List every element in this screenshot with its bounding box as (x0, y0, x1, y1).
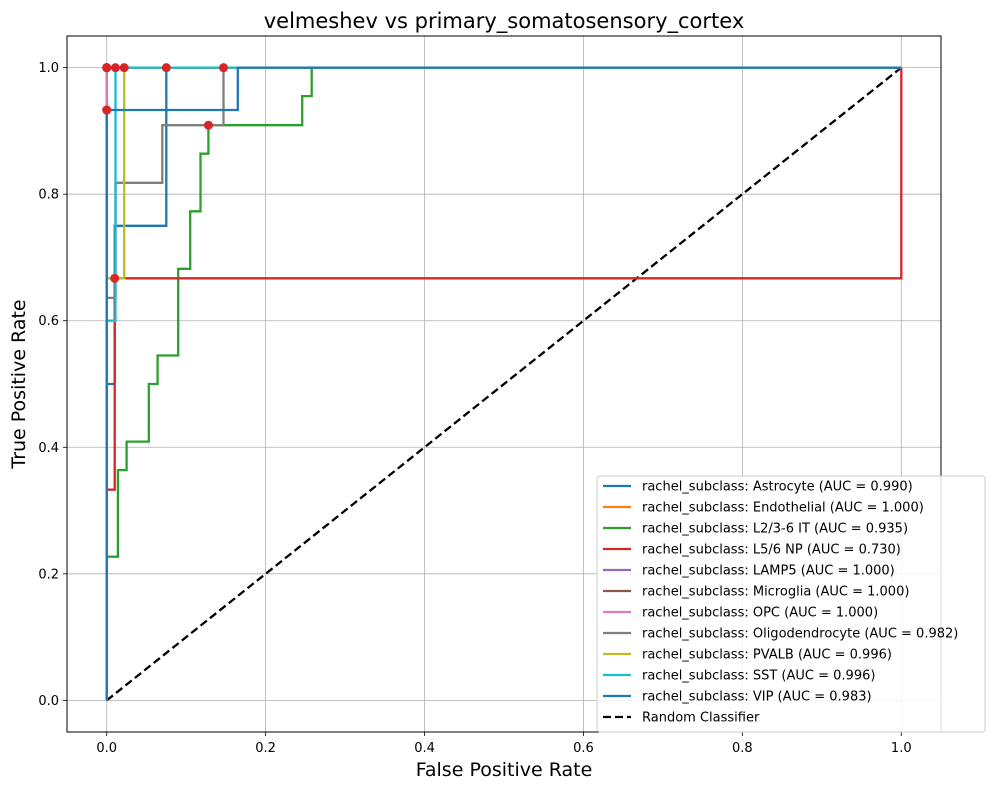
threshold-marker (102, 105, 112, 115)
threshold-marker (102, 63, 112, 73)
markers-layer (102, 63, 229, 283)
legend-label: rachel_subclass: Oligodendrocyte (AUC = … (642, 627, 958, 642)
x-tick-label: 0.2 (255, 741, 276, 756)
diagonal-layer (105, 66, 903, 702)
legend-label: rachel_subclass: PVALB (AUC = 0.996) (642, 648, 892, 663)
series-line (105, 66, 902, 701)
series-line (105, 66, 902, 701)
y-tick-label: 0.2 (38, 567, 59, 582)
x-axis-label: False Positive Rate (416, 759, 593, 781)
legend-label: rachel_subclass: SST (AUC = 0.996) (642, 669, 875, 684)
legend-label: rachel_subclass: L5/6 NP (AUC = 0.730) (642, 543, 901, 558)
y-tick-label: 0.6 (38, 314, 59, 329)
legend-label: rachel_subclass: VIP (AUC = 0.983) (642, 690, 872, 705)
threshold-marker (161, 63, 171, 73)
legend-label: Random Classifier (642, 711, 760, 726)
legend-box (596, 475, 986, 733)
legend-label: rachel_subclass: Astrocyte (AUC = 0.990) (642, 480, 913, 495)
legend-label: rachel_subclass: OPC (AUC = 1.000) (642, 606, 878, 621)
legend-label: rachel_subclass: LAMP5 (AUC = 1.000) (642, 564, 895, 579)
x-tick-label: 0.6 (573, 741, 594, 756)
threshold-marker (119, 63, 129, 73)
ticks-layer: 0.0 0.2 0.4 0.6 0.8 1.0 0.0 0.2 0.4 0.6 0.8 1.0 (38, 61, 911, 756)
x-tick-label: 0.8 (732, 741, 753, 756)
x-tick-label: 0.0 (96, 741, 117, 756)
series-line (105, 66, 903, 702)
legend-label: rachel_subclass: Endothelial (AUC = 1.00… (642, 501, 924, 516)
threshold-marker (110, 273, 120, 283)
threshold-marker (219, 63, 229, 73)
x-tick-label: 0.4 (414, 741, 435, 756)
y-tick-label: 0.0 (38, 694, 59, 709)
x-tick-label: 1.0 (891, 741, 912, 756)
threshold-marker (203, 120, 213, 130)
legend: rachel_subclass: Astrocyte (AUC = 0.990)… (596, 475, 986, 733)
legend-label: rachel_subclass: L2/3-6 IT (AUC = 0.935) (642, 522, 908, 537)
axes-frame (66, 35, 942, 733)
chart-title: velmeshev vs primary_somatosensory_corte… (264, 9, 745, 34)
legend-label: rachel_subclass: Microglia (AUC = 1.000) (642, 585, 909, 600)
series-line (105, 66, 902, 701)
y-tick-label: 0.4 (38, 441, 59, 456)
y-tick-label: 0.8 (38, 188, 59, 203)
y-tick-label: 1.0 (38, 61, 59, 76)
y-axis-label: True Positive Rate (8, 299, 30, 469)
threshold-marker (110, 63, 120, 73)
